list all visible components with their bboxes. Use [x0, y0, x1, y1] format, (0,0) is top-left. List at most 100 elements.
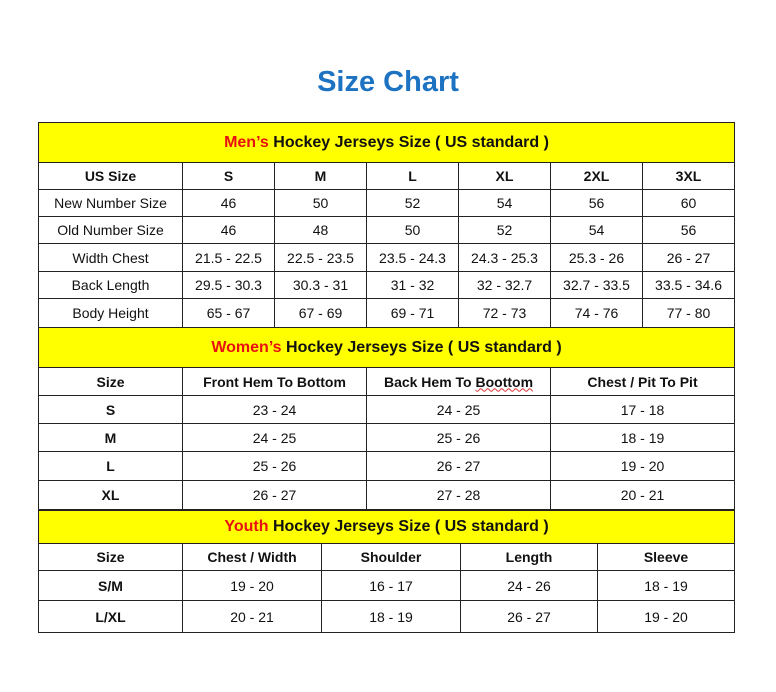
table-cell: 72 - 73	[458, 298, 551, 328]
column-header-row: US Size S M L XL 2XL 3XL	[38, 162, 736, 190]
heading-text: Hockey Jerseys Size ( US standard )	[281, 338, 562, 356]
table-cell: 29.5 - 30.3	[182, 271, 275, 299]
table-cell: 24 - 26	[460, 570, 598, 601]
table-cell: 21.5 - 22.5	[182, 243, 275, 272]
column-header: Chest / Pit To Pit	[549, 367, 736, 396]
column-header: XL	[458, 162, 551, 190]
table-cell: 25 - 26	[182, 451, 367, 481]
heading-text: Hockey Jerseys Size ( US standard )	[268, 518, 549, 535]
table-row: M 24 - 25 25 - 26 18 - 19	[38, 423, 736, 452]
row-label: XL	[38, 480, 183, 510]
table-row: Body Height 65 - 67 67 - 69 69 - 71 72 - 73 7…	[38, 298, 736, 328]
table-cell: 25.3 - 26	[550, 243, 643, 272]
table-row: S/M 19 - 20 16 - 17 24 - 26 18 - 19	[38, 570, 736, 601]
table-cell: 50	[366, 216, 459, 244]
table-cell: 24.3 - 25.3	[458, 243, 551, 272]
table-cell: 32 - 32.7	[458, 271, 551, 299]
row-label: Body Height	[38, 298, 183, 328]
table-cell: 20 - 21	[182, 600, 322, 633]
table-cell: 54	[458, 189, 551, 217]
table-row: XL 26 - 27 27 - 28 20 - 21	[38, 480, 736, 510]
table-row: Width Chest 21.5 - 22.5 22.5 - 23.5 23.5 - …	[38, 243, 736, 272]
table-row: Old Number Size 46 48 50 52 54 56	[38, 216, 736, 244]
table-cell: 26 - 27	[182, 480, 367, 510]
page-title: Size Chart	[317, 66, 459, 98]
table-cell: 67 - 69	[274, 298, 367, 328]
heading-highlight: Men’s	[224, 133, 269, 151]
heading-highlight: Women’s	[211, 338, 282, 356]
table-cell: 52	[366, 189, 459, 217]
table-cell: 46	[182, 189, 275, 217]
table-cell: 25 - 26	[366, 423, 551, 452]
table-cell: 74 - 76	[550, 298, 643, 328]
table-cell: 18 - 19	[596, 570, 736, 601]
column-header: Shoulder	[321, 543, 461, 571]
row-label: M	[38, 423, 183, 452]
mens-size-table: Men’s Hockey Jerseys Size ( US standard …	[37, 122, 736, 328]
womens-size-table: Women’s Hockey Jerseys Size ( US standar…	[37, 327, 736, 510]
table-cell: 56	[641, 216, 736, 244]
table-cell: 56	[550, 189, 643, 217]
column-header: Size	[38, 543, 183, 571]
table-cell: 23 - 24	[182, 395, 367, 424]
table-cell: 54	[550, 216, 643, 244]
table-cell: 17 - 18	[549, 395, 736, 424]
heading-text: Hockey Jerseys Size ( US standard )	[268, 133, 549, 151]
column-header: Chest / Width	[182, 543, 322, 571]
table-cell: 19 - 20	[596, 600, 736, 633]
table-cell: 24 - 25	[366, 395, 551, 424]
table-cell: 16 - 17	[321, 570, 461, 601]
table-cell: 31 - 32	[366, 271, 459, 299]
column-header: Size	[38, 367, 183, 396]
table-cell: 26 - 27	[460, 600, 598, 633]
table-cell: 19 - 20	[549, 451, 736, 481]
column-header: Back Hem To Boottom	[366, 367, 551, 396]
row-label: S	[38, 395, 183, 424]
youth-section-heading: Youth Hockey Jerseys Size ( US standard …	[37, 510, 736, 544]
table-cell: 69 - 71	[366, 298, 459, 328]
row-label: New Number Size	[38, 189, 183, 217]
table-cell: 23.5 - 24.3	[366, 243, 459, 272]
table-cell: 50	[274, 189, 367, 217]
youth-size-table: Youth Hockey Jerseys Size ( US standard …	[37, 510, 736, 633]
column-header: M	[274, 162, 367, 190]
table-row: Back Length 29.5 - 30.3 30.3 - 31 31 - 32 32…	[38, 271, 736, 299]
table-cell: 33.5 - 34.6	[641, 271, 736, 299]
table-cell: 19 - 20	[182, 570, 322, 601]
table-row: L 25 - 26 26 - 27 19 - 20	[38, 451, 736, 481]
column-header: 2XL	[550, 162, 643, 190]
heading-highlight: Youth	[224, 518, 269, 535]
womens-section-heading: Women’s Hockey Jerseys Size ( US standar…	[37, 327, 736, 368]
column-header: Sleeve	[596, 543, 736, 571]
table-row: L/XL 20 - 21 18 - 19 26 - 27 19 - 20	[38, 600, 736, 633]
column-header: S	[182, 162, 275, 190]
column-header-text: Back Hem To	[383, 373, 476, 390]
table-cell: 18 - 19	[321, 600, 461, 633]
table-cell: 27 - 28	[366, 480, 551, 510]
table-cell: 52	[458, 216, 551, 244]
table-cell: 20 - 21	[549, 480, 736, 510]
row-label: L/XL	[38, 600, 183, 633]
row-label: Back Length	[38, 271, 183, 299]
row-label: L	[38, 451, 183, 481]
misspelled-word: Boottom	[475, 373, 534, 390]
column-header-row: Size Front Hem To Bottom Back Hem To Boott…	[38, 367, 736, 396]
table-cell: 60	[641, 189, 736, 217]
table-cell: 26 - 27	[366, 451, 551, 481]
row-label: S/M	[38, 570, 183, 601]
column-header: L	[366, 162, 459, 190]
table-cell: 48	[274, 216, 367, 244]
table-cell: 77 - 80	[641, 298, 736, 328]
table-cell: 32.7 - 33.5	[550, 271, 643, 299]
table-cell: 24 - 25	[182, 423, 367, 452]
table-cell: 30.3 - 31	[274, 271, 367, 299]
table-cell: 18 - 19	[549, 423, 736, 452]
table-cell: 22.5 - 23.5	[274, 243, 367, 272]
row-label: Old Number Size	[38, 216, 183, 244]
column-header: US Size	[38, 162, 183, 190]
mens-section-heading: Men’s Hockey Jerseys Size ( US standard …	[37, 122, 736, 163]
column-header: Front Hem To Bottom	[182, 367, 367, 396]
column-header-row: Size Chest / Width Shoulder Length Sleeve	[38, 543, 736, 571]
table-row: New Number Size 46 50 52 54 56 60	[38, 189, 736, 217]
table-cell: 65 - 67	[182, 298, 275, 328]
